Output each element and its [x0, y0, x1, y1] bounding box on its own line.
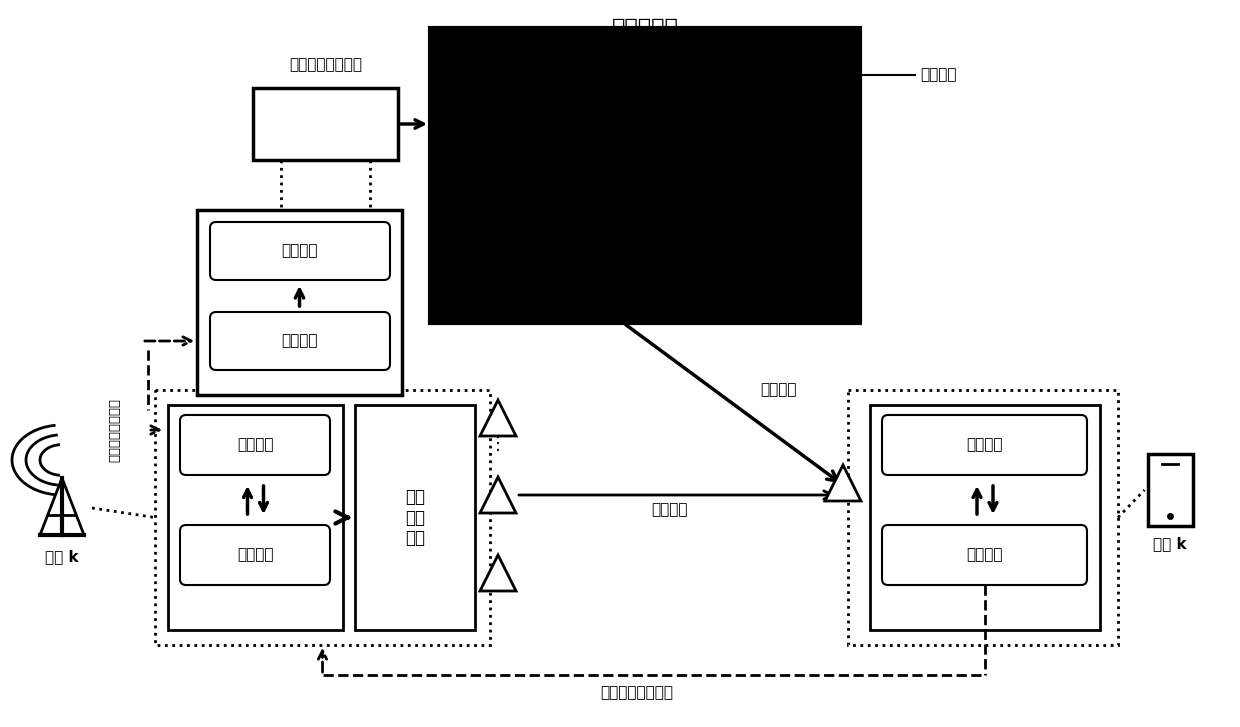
Bar	[253, 88, 398, 160]
Text: 处理模块: 处理模块	[966, 438, 1003, 452]
Text: 反射元件: 反射元件	[920, 68, 956, 82]
FancyBboxPatch shape	[210, 312, 391, 370]
Bar	[1147, 454, 1193, 526]
Text: 直接链路: 直接链路	[652, 502, 688, 518]
FancyBboxPatch shape	[180, 525, 330, 585]
Text: 通信模块: 通信模块	[237, 438, 273, 452]
Text: 用户 k: 用户 k	[1153, 537, 1187, 552]
Text: 通信模块: 通信模块	[281, 334, 319, 348]
Text: 智能反射面控制器: 智能反射面控制器	[289, 57, 362, 72]
Text: ⋮: ⋮	[489, 435, 507, 453]
Text: 通信模块: 通信模块	[966, 547, 1003, 563]
Bar	[355, 405, 475, 630]
Text: 信道状态信息反馈: 信道状态信息反馈	[600, 686, 673, 701]
Text: 决策模块: 决策模块	[237, 547, 273, 563]
FancyBboxPatch shape	[882, 415, 1087, 475]
Text: 波束
成型
模块: 波束 成型 模块	[405, 488, 425, 547]
Text: 基站 k: 基站 k	[45, 550, 79, 564]
Polygon shape	[480, 400, 516, 436]
FancyBboxPatch shape	[882, 525, 1087, 585]
Bar	[197, 210, 402, 395]
Polygon shape	[825, 465, 861, 501]
Bar	[848, 390, 1118, 645]
Bar	[430, 28, 861, 323]
Text: 信道状态信息反馈: 信道状态信息反馈	[109, 398, 122, 462]
Text: 智能反射面: 智能反射面	[611, 18, 678, 38]
Polygon shape	[480, 555, 516, 591]
FancyBboxPatch shape	[180, 415, 330, 475]
Bar	[870, 405, 1100, 630]
Text: 反射链路: 反射链路	[760, 382, 796, 398]
Text: 控制模块: 控制模块	[281, 244, 319, 259]
Polygon shape	[480, 477, 516, 513]
Bar	[155, 390, 490, 645]
Bar	[167, 405, 343, 630]
FancyBboxPatch shape	[210, 222, 391, 280]
